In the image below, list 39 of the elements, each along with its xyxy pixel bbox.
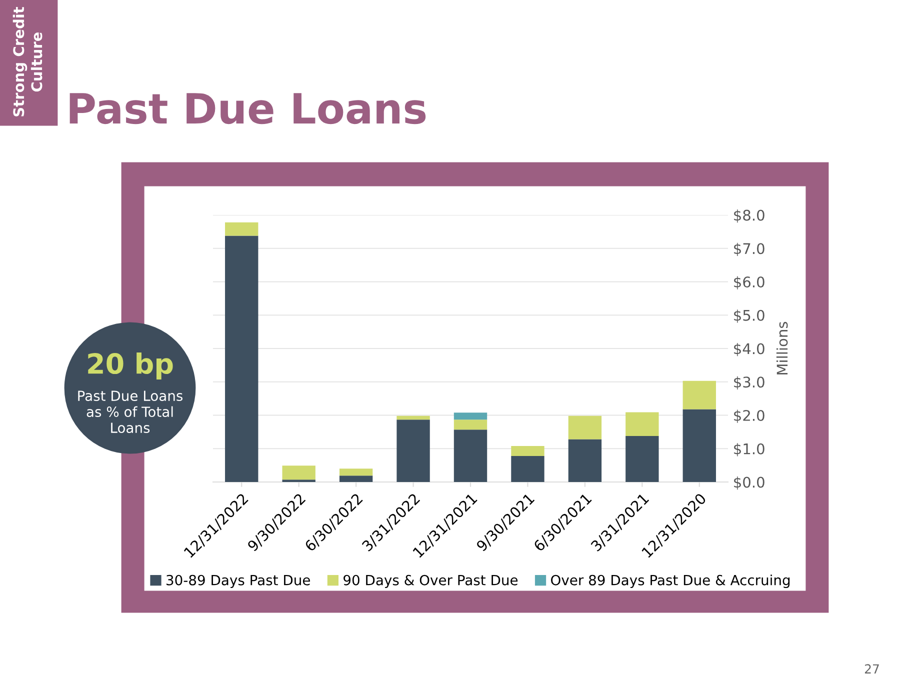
bar — [454, 430, 488, 482]
bar — [454, 420, 488, 430]
text: Past Due Loans — [78, 390, 182, 402]
legend-label: 90 Days & Over Past Due — [344, 574, 518, 588]
text: Culture — [30, 32, 42, 92]
bar — [225, 236, 258, 482]
bar — [682, 380, 716, 410]
text: Strong Credit — [12, 6, 28, 116]
bar — [626, 412, 659, 436]
bar — [396, 416, 430, 420]
text: 20 bp — [88, 352, 173, 380]
text: as % of Total — [86, 406, 173, 418]
text: Loans — [111, 422, 150, 434]
bar — [282, 466, 316, 480]
legend-label: 30-89 Days Past Due — [166, 574, 310, 588]
text: 27 — [864, 664, 879, 674]
y-tick-label: $6.0 — [734, 276, 764, 290]
bar — [396, 420, 430, 482]
bar — [339, 476, 373, 482]
bar — [568, 416, 602, 440]
chart-title: Past Due Loans — [70, 93, 426, 124]
bar — [225, 222, 258, 236]
y-tick-label: $8.0 — [734, 209, 764, 223]
bar — [454, 412, 488, 420]
bar — [511, 446, 544, 456]
y-tick-label: $3.0 — [734, 376, 764, 390]
y-axis-title: Millions — [776, 322, 788, 374]
bar — [626, 436, 659, 482]
y-tick-label: $4.0 — [734, 342, 764, 356]
y-tick-label: $0.0 — [734, 476, 764, 490]
y-tick-label: $2.0 — [734, 410, 764, 423]
bar — [339, 468, 373, 476]
bar — [511, 456, 544, 482]
y-tick-label: $1.0 — [734, 443, 764, 456]
y-tick-label: $5.0 — [734, 310, 764, 323]
legend-label: Over 89 Days Past Due & Accruing — [551, 574, 790, 588]
bar — [568, 439, 602, 482]
y-tick-label: $7.0 — [734, 242, 764, 256]
bar — [682, 409, 716, 482]
